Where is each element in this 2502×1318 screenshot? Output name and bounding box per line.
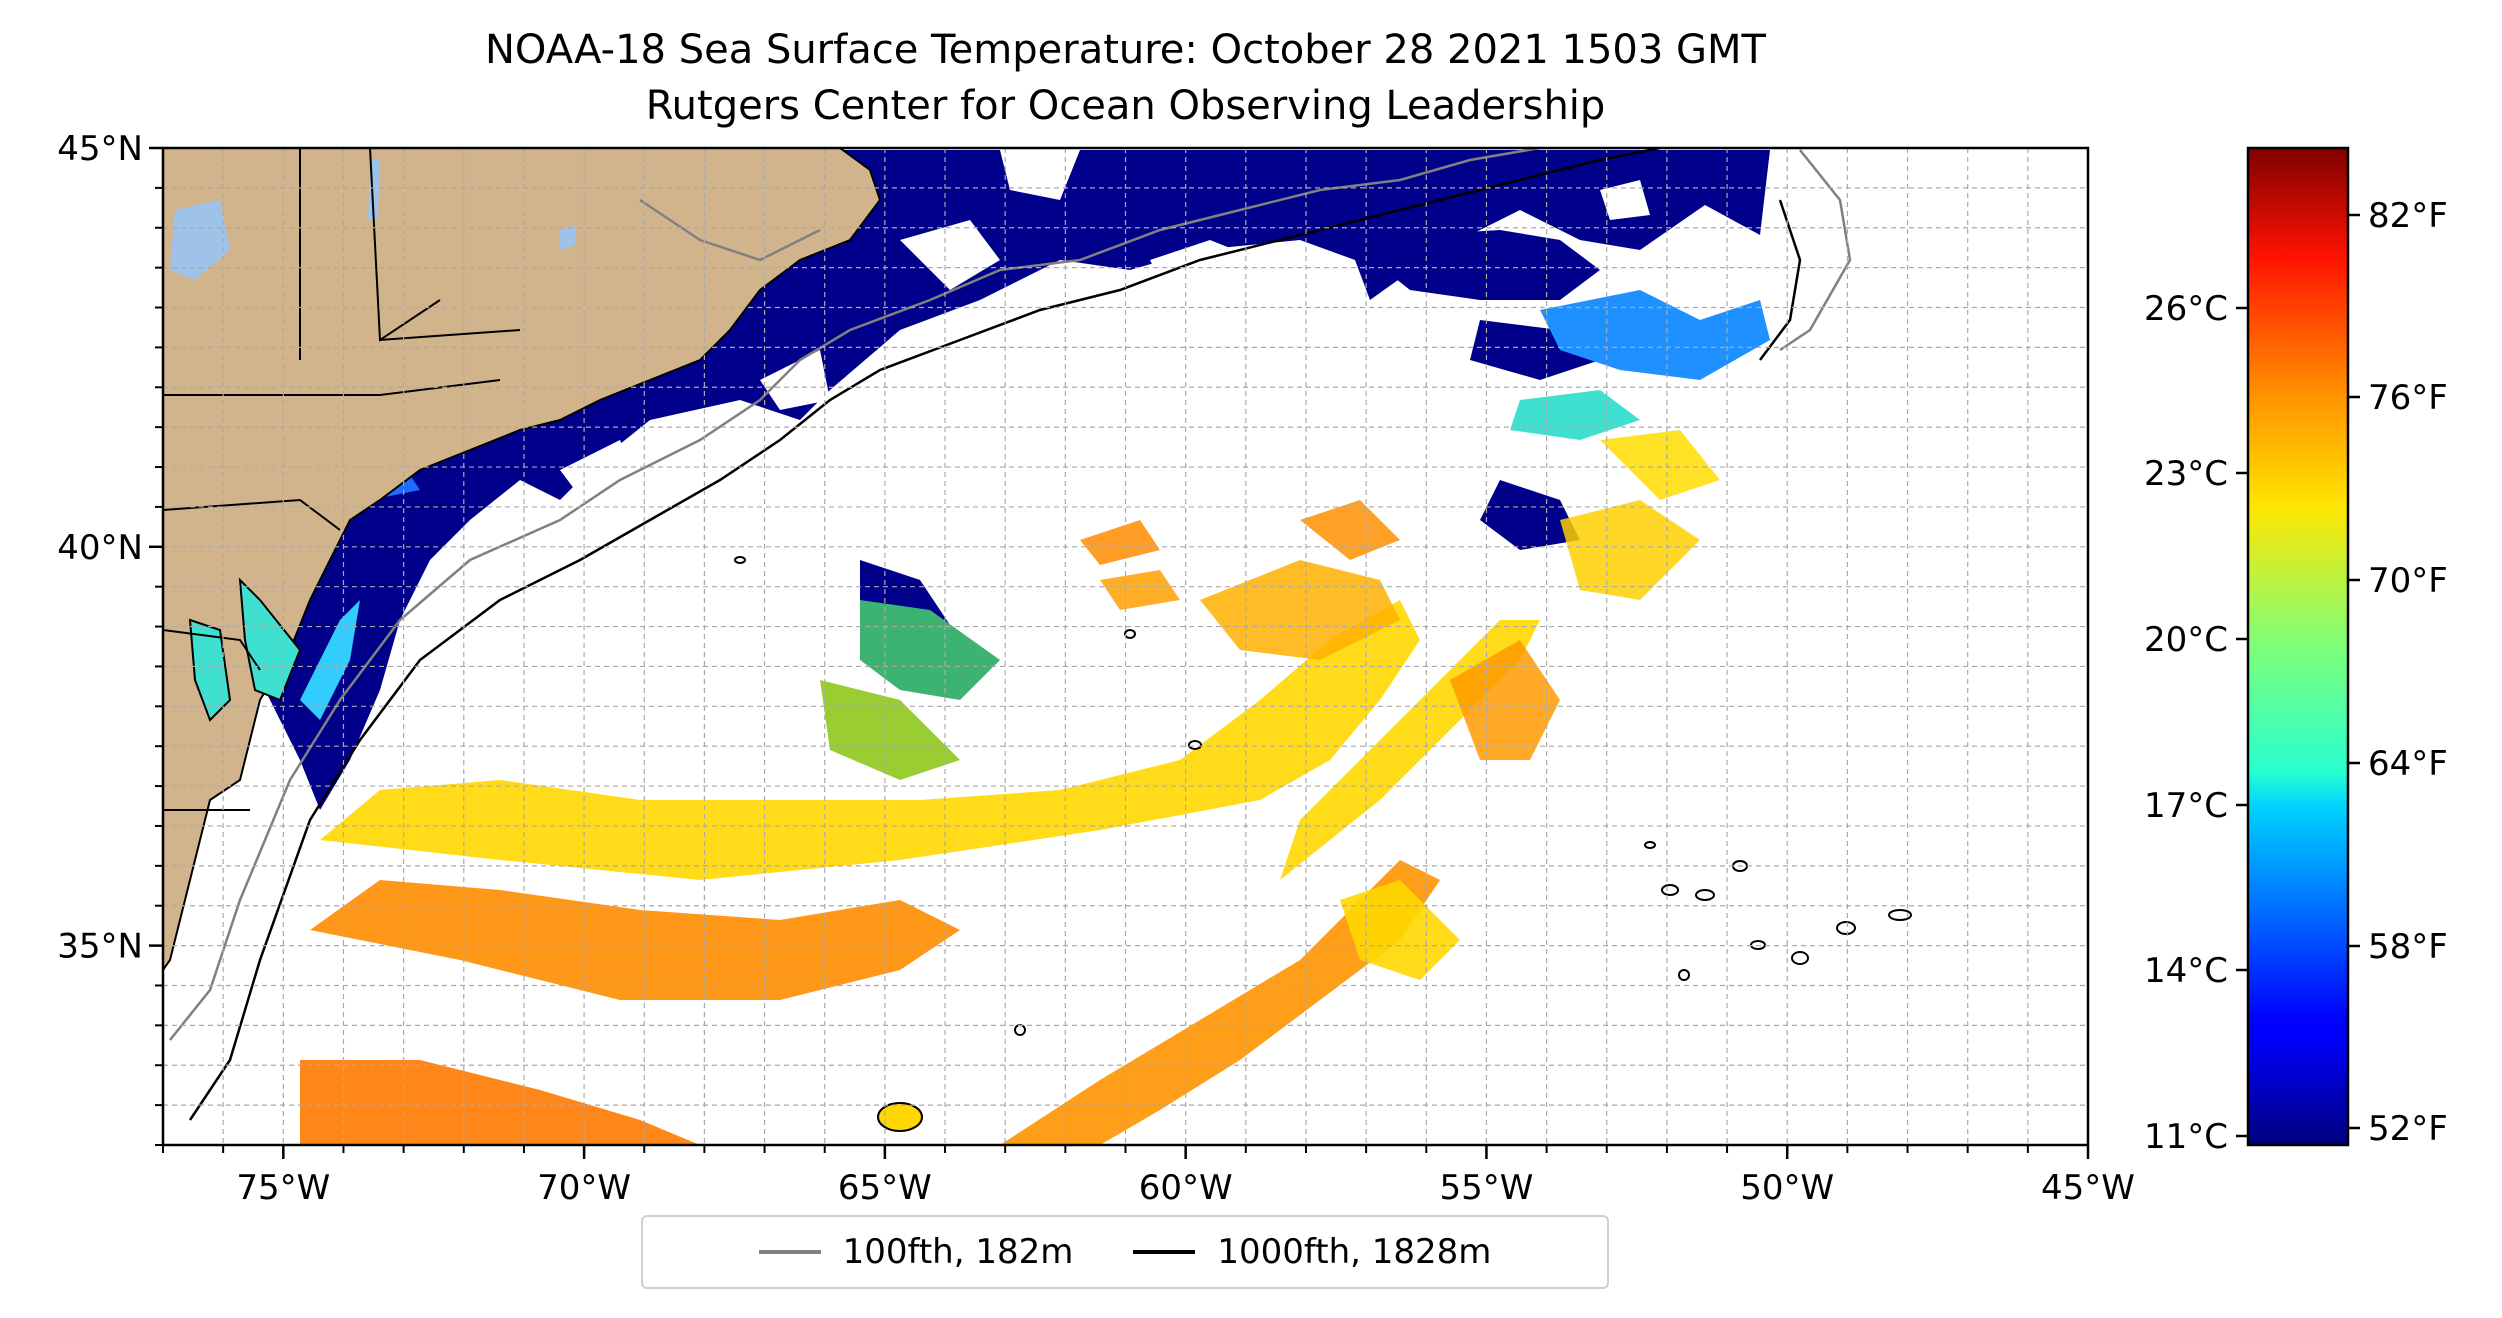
colorbar-fahrenheit-label: 52°F bbox=[2368, 1109, 2448, 1149]
x-tick-label: 45°W bbox=[2041, 1168, 2135, 1208]
land-mass bbox=[163, 148, 882, 972]
x-tick-label: 55°W bbox=[1439, 1168, 1533, 1208]
map-axis-ticks: 75°W 70°W 65°W 60°W 55°W 50°W 45°W 45°N 40°N 35°N bbox=[57, 129, 2135, 1208]
x-tick-label: 65°W bbox=[838, 1168, 932, 1208]
bays bbox=[188, 577, 302, 722]
isobath-100fth bbox=[169, 148, 1852, 1041]
y-tick-label: 40°N bbox=[57, 528, 143, 568]
isobath-1000fth bbox=[188, 148, 1802, 1121]
colorbar-fahrenheit-label: 64°F bbox=[2368, 744, 2448, 784]
islands bbox=[734, 556, 1912, 1132]
colorbar-fahrenheit-label: 82°F bbox=[2368, 196, 2448, 236]
colorbar: 26°C 23°C 20°C 17°C 14°C 11°C 82°F 76°F 70°F 64°F… bbox=[2144, 146, 2448, 1157]
colorbar-fahrenheit-label: 58°F bbox=[2368, 927, 2448, 967]
map-legend: 100fth, 182m 1000fth, 1828m bbox=[641, 1215, 1609, 1289]
colorbar-celsius-label: 26°C bbox=[2144, 289, 2228, 329]
y-tick-label: 35°N bbox=[57, 927, 143, 967]
colorbar-celsius-label: 11°C bbox=[2144, 1117, 2228, 1157]
colorbar-celsius-label: 23°C bbox=[2144, 454, 2228, 494]
legend-item-100fth: 100fth, 182m bbox=[758, 1232, 1074, 1272]
warm-water-bands bbox=[300, 430, 1720, 1145]
colorbar-gradient bbox=[2246, 146, 2350, 1147]
colorbar-celsius-label: 20°C bbox=[2144, 620, 2228, 660]
legend-label-100fth: 100fth, 182m bbox=[842, 1232, 1074, 1272]
map-title: NOAA-18 Sea Surface Temperature: October… bbox=[485, 27, 1766, 73]
colorbar-ticks: 26°C 23°C 20°C 17°C 14°C 11°C 82°F 76°F 70°F 64°F… bbox=[2144, 196, 2448, 1157]
map-canvas bbox=[163, 148, 2088, 1145]
legend-swatch-1000fth bbox=[1133, 1250, 1196, 1254]
x-tick-label: 70°W bbox=[537, 1168, 631, 1208]
colorbar-fahrenheit-label: 76°F bbox=[2368, 378, 2448, 418]
colorbar-celsius-label: 17°C bbox=[2144, 786, 2228, 826]
x-tick-label: 60°W bbox=[1139, 1168, 1233, 1208]
legend-swatch-100fth bbox=[758, 1250, 821, 1254]
x-tick-label: 75°W bbox=[236, 1168, 330, 1208]
y-tick-label: 45°N bbox=[57, 129, 143, 169]
cloud-gaps bbox=[560, 150, 1650, 510]
x-tick-label: 50°W bbox=[1740, 1168, 1834, 1208]
legend-label-1000fth: 1000fth, 1828m bbox=[1217, 1232, 1492, 1272]
colorbar-fahrenheit-label: 70°F bbox=[2368, 561, 2448, 601]
legend-item-1000fth: 1000fth, 1828m bbox=[1133, 1232, 1491, 1272]
colorbar-celsius-label: 14°C bbox=[2144, 951, 2228, 991]
map-gridlines bbox=[162, 147, 2089, 1146]
map-subtitle: Rutgers Center for Ocean Observing Leade… bbox=[645, 83, 1606, 129]
